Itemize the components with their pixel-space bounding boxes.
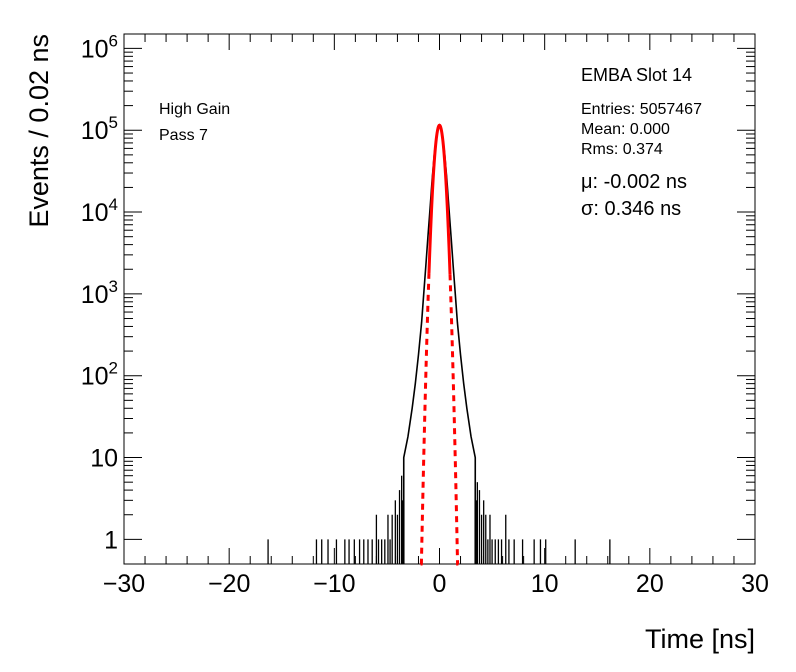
y-tick-label: 105	[81, 113, 118, 145]
entries-label: Entries: 5057467	[581, 101, 702, 118]
fit-curve-right-dashed	[448, 274, 460, 566]
y-tick-label: 104	[81, 195, 118, 227]
histogram-core	[402, 123, 477, 565]
y-tick-label: 103	[81, 277, 118, 309]
x-axis-label: Time [ns]	[645, 624, 755, 654]
y-tick-label: 102	[81, 359, 118, 391]
x-tick-label: −10	[313, 570, 355, 598]
fit-curve-solid	[427, 123, 452, 275]
pass-label: Pass 7	[159, 127, 208, 144]
fit-layer	[419, 123, 460, 566]
chart-title: EMBA Slot 14	[581, 65, 692, 85]
gain-label: High Gain	[159, 101, 230, 118]
fit-sigma-label: σ: 0.346 ns	[581, 198, 681, 220]
y-tick-label: 106	[81, 31, 118, 63]
y-axis-label: Events / 0.02 ns	[24, 34, 54, 228]
x-tick-label: 0	[433, 570, 447, 598]
x-tick-label: −30	[103, 570, 145, 598]
rms-label: Rms: 0.374	[581, 141, 663, 158]
mean-label: Mean: 0.000	[581, 121, 670, 138]
histogram-layer	[267, 123, 611, 565]
y-tick-label: 10	[90, 445, 118, 473]
x-tick-label: 10	[531, 570, 559, 598]
x-tick-label: 20	[636, 570, 664, 598]
x-tick-label: −20	[208, 570, 250, 598]
x-tick-label: 30	[741, 570, 769, 598]
fit-mu-label: μ: -0.002 ns	[581, 171, 687, 193]
axes-layer: −30 −20 −10 0 10 20 30 1 10 102 103 104 105 106	[81, 31, 769, 598]
y-tick-label: 1	[104, 526, 118, 554]
